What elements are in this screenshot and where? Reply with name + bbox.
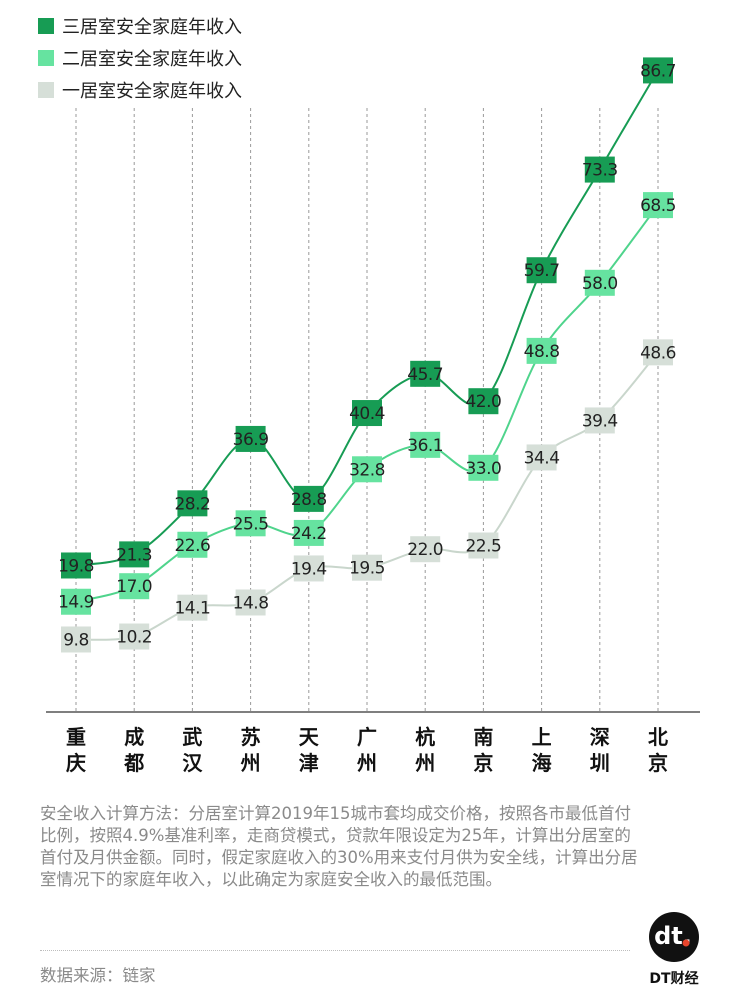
legend-item-3br: 三居室安全家庭年收入 bbox=[38, 10, 242, 42]
data-point-marker bbox=[293, 555, 324, 582]
data-point-marker bbox=[468, 532, 499, 559]
data-label: 34.4 bbox=[524, 448, 560, 468]
data-label: 68.5 bbox=[640, 196, 676, 216]
legend-item-1br: 一居室安全家庭年收入 bbox=[38, 74, 242, 106]
dt-logo-dot bbox=[682, 939, 690, 947]
x-tick-label: 杭州 bbox=[415, 725, 435, 775]
legend-swatch-1br bbox=[38, 82, 54, 98]
data-point-marker bbox=[352, 456, 382, 483]
data-point-marker bbox=[61, 626, 91, 653]
divider bbox=[40, 950, 630, 951]
data-point-marker bbox=[61, 552, 91, 579]
x-tick-label: 武汉 bbox=[182, 725, 203, 775]
data-point-marker bbox=[61, 588, 91, 615]
data-point-marker bbox=[643, 57, 673, 84]
data-point-marker bbox=[119, 623, 150, 650]
data-point-marker bbox=[235, 425, 266, 452]
data-point-marker bbox=[293, 485, 324, 512]
data-label: 33.0 bbox=[465, 459, 501, 479]
data-label: 25.5 bbox=[233, 514, 269, 534]
data-point-marker bbox=[526, 257, 557, 284]
data-label: 22.6 bbox=[174, 536, 210, 556]
data-label: 73.3 bbox=[582, 161, 618, 181]
data-source: 数据来源：链家 bbox=[40, 966, 156, 985]
dt-logo-mark: dt. bbox=[654, 922, 692, 950]
legend-label-3br: 三居室安全家庭年收入 bbox=[62, 17, 242, 38]
data-label: 22.5 bbox=[465, 537, 501, 557]
data-label: 58.0 bbox=[582, 274, 618, 294]
data-point-marker bbox=[235, 589, 266, 616]
data-label: 14.1 bbox=[174, 599, 210, 619]
data-point-marker bbox=[352, 554, 382, 581]
data-point-marker bbox=[468, 454, 499, 481]
data-point-marker bbox=[410, 360, 441, 387]
x-tick-label: 深圳 bbox=[590, 725, 610, 775]
data-point-marker bbox=[177, 531, 208, 558]
data-label: 28.8 bbox=[291, 490, 327, 510]
data-point-marker bbox=[526, 444, 557, 471]
data-label: 48.8 bbox=[524, 342, 560, 362]
data-label: 36.9 bbox=[233, 430, 269, 450]
data-point-marker bbox=[177, 490, 208, 517]
data-label: 45.7 bbox=[407, 365, 443, 385]
data-label: 19.5 bbox=[349, 559, 385, 579]
x-tick-label: 成都 bbox=[123, 725, 144, 775]
data-point-marker bbox=[643, 339, 673, 366]
methodology-note: 安全收入计算方法：分居室计算2019年15城市套均成交价格，按照各市最低首付比例… bbox=[40, 804, 638, 889]
dt-logo-icon: dt. bbox=[649, 912, 699, 962]
data-label: 42.0 bbox=[465, 392, 501, 412]
legend-swatch-2br bbox=[38, 50, 54, 66]
data-label: 59.7 bbox=[524, 261, 560, 281]
data-label: 17.0 bbox=[116, 577, 152, 597]
data-label: 86.7 bbox=[640, 61, 676, 81]
data-label: 14.9 bbox=[58, 593, 94, 613]
data-label: 21.3 bbox=[116, 545, 152, 565]
legend: 三居室安全家庭年收入 二居室安全家庭年收入 一居室安全家庭年收入 bbox=[38, 10, 242, 106]
data-point-marker bbox=[119, 541, 150, 568]
legend-item-2br: 二居室安全家庭年收入 bbox=[38, 42, 242, 74]
data-label: 22.0 bbox=[407, 540, 443, 560]
legend-label-1br: 一居室安全家庭年收入 bbox=[62, 81, 242, 102]
data-label: 10.2 bbox=[116, 628, 152, 648]
x-tick-label: 重庆 bbox=[66, 725, 86, 775]
dt-logo-name: DT财经 bbox=[649, 971, 699, 987]
legend-swatch-3br bbox=[38, 18, 54, 34]
data-point-marker bbox=[177, 594, 208, 621]
data-point-marker bbox=[410, 431, 441, 458]
data-label: 36.1 bbox=[407, 436, 443, 456]
data-point-marker bbox=[584, 407, 615, 434]
data-label: 14.8 bbox=[233, 593, 269, 613]
data-point-marker bbox=[643, 192, 673, 219]
data-label: 48.6 bbox=[640, 343, 676, 363]
x-tick-label: 天津 bbox=[299, 725, 320, 775]
x-tick-label: 南京 bbox=[473, 725, 493, 775]
x-tick-label: 广州 bbox=[357, 725, 377, 775]
data-point-marker bbox=[410, 536, 441, 563]
data-label: 32.8 bbox=[349, 460, 385, 480]
data-point-marker bbox=[293, 519, 324, 546]
data-label: 40.4 bbox=[349, 404, 385, 424]
data-label: 19.4 bbox=[291, 559, 327, 579]
x-tick-label: 上海 bbox=[532, 725, 552, 775]
data-point-marker bbox=[526, 337, 557, 364]
data-point-marker bbox=[584, 156, 615, 183]
data-point-marker bbox=[352, 400, 382, 427]
data-point-marker bbox=[119, 573, 150, 600]
data-label: 19.8 bbox=[58, 556, 94, 576]
legend-label-2br: 二居室安全家庭年收入 bbox=[62, 49, 242, 70]
data-point-marker bbox=[584, 269, 615, 296]
data-point-marker bbox=[468, 388, 499, 415]
x-tick-label: 苏州 bbox=[241, 725, 261, 775]
data-label: 39.4 bbox=[582, 411, 618, 431]
data-label: 28.2 bbox=[174, 494, 210, 514]
data-label: 9.8 bbox=[63, 630, 89, 650]
x-tick-label: 北京 bbox=[648, 725, 668, 775]
data-label: 24.2 bbox=[291, 524, 327, 544]
data-point-marker bbox=[235, 510, 266, 537]
